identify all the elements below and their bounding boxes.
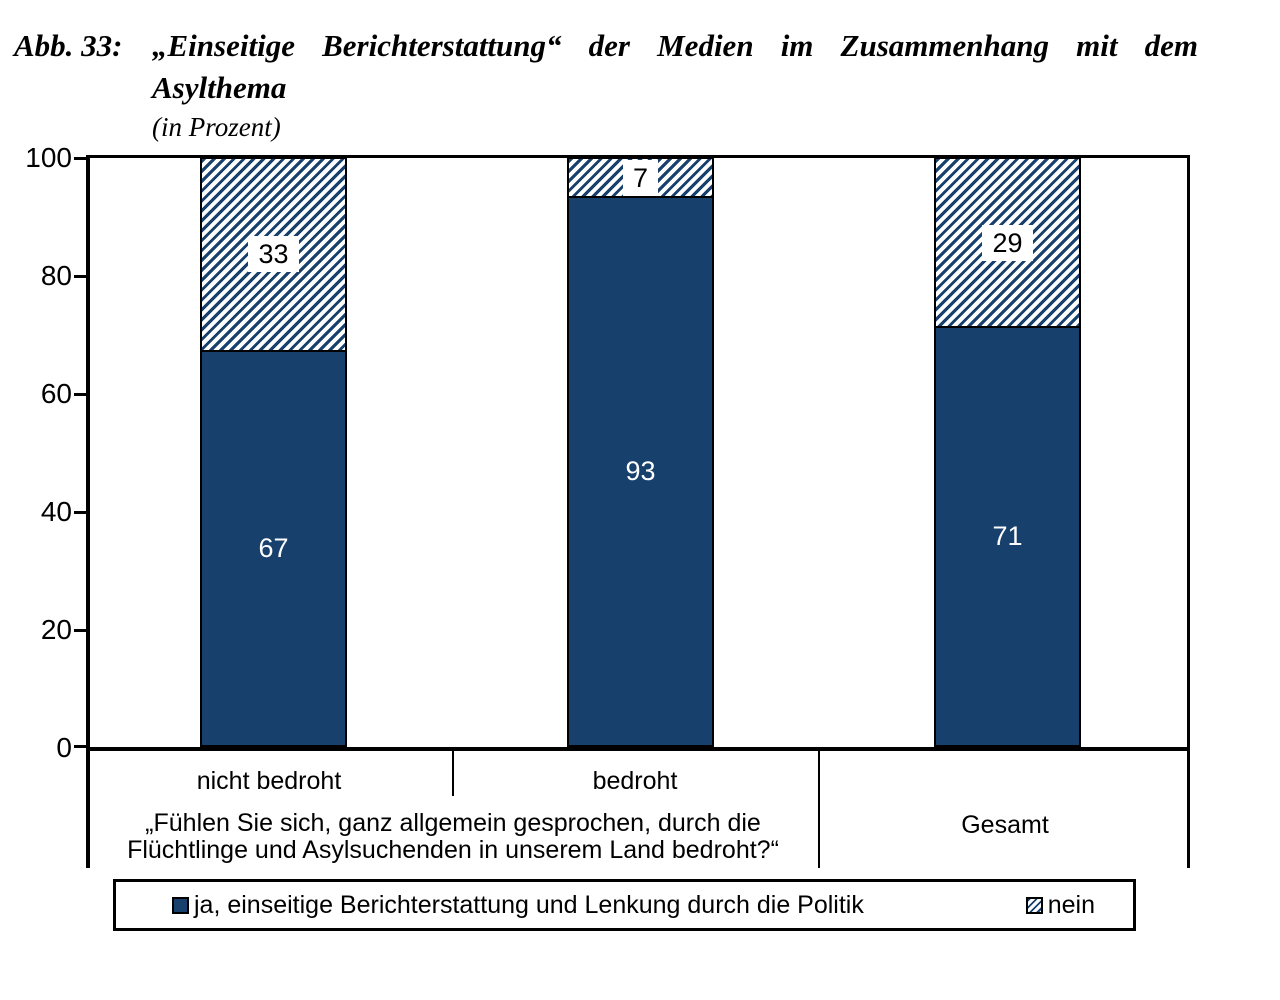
category-label-gesamt: Gesamt <box>961 811 1049 839</box>
value-label-ja-gesamt: 71 <box>992 521 1023 552</box>
legend-label-ja: ja, einseitige Berichterstattung und Len… <box>194 890 864 919</box>
y-tick-mark <box>74 275 86 278</box>
bar-gesamt: 29 71 <box>934 157 1081 747</box>
group-divider-line <box>818 751 820 868</box>
group-question-label: „Fühlen Sie sich, ganz allgemein gesproc… <box>86 810 820 864</box>
value-label-nein-gesamt: 29 <box>982 224 1033 261</box>
y-tick-mark <box>74 745 86 748</box>
figure-title-line2: Asylthema <box>152 70 287 105</box>
bar-nicht-bedroht: 33 67 <box>200 157 347 747</box>
y-tick-mark <box>74 393 86 396</box>
bar-segment-nein-gesamt: 29 <box>934 157 1081 329</box>
y-tick-label-100: 100 <box>25 142 72 173</box>
x-axis-label-area: nicht bedroht bedroht „Fühlen Sie sich, … <box>86 751 1190 868</box>
category-label-nicht-bedroht: nicht bedroht <box>196 767 342 795</box>
y-tick-mark <box>74 629 86 632</box>
legend-label-nein: nein <box>1047 890 1095 919</box>
category-label-bedroht: bedroht <box>592 767 678 795</box>
figure-title: „Einseitige Berichterstattung“ der Medie… <box>152 28 1198 144</box>
figure-subtitle: (in Prozent) <box>152 112 281 142</box>
figure-title-line1: „Einseitige Berichterstattung“ der Medie… <box>152 28 1198 63</box>
axis-boundary-right <box>1187 751 1190 868</box>
bar-segment-nein-nicht-bedroht: 33 <box>200 157 347 352</box>
y-tick-label-80: 80 <box>40 260 72 291</box>
legend-swatch-ja-solid-icon <box>172 896 189 914</box>
plot-area: 33 67 7 93 29 71 <box>86 155 1190 751</box>
value-label-nein-nicht-bedroht: 33 <box>248 236 299 273</box>
legend-item-nein: nein <box>1025 890 1095 920</box>
y-tick-label-40: 40 <box>40 496 72 527</box>
bar-segment-ja-nicht-bedroht: 67 <box>200 351 347 747</box>
legend-item-ja: ja, einseitige Berichterstattung und Len… <box>172 891 864 920</box>
y-tick-label-60: 60 <box>40 378 72 409</box>
legend-box: ja, einseitige Berichterstattung und Len… <box>113 879 1136 931</box>
legend-swatch-nein-hatched-icon <box>1025 896 1043 914</box>
figure-number-label: Abb. 33: <box>14 28 123 63</box>
value-label-ja-nicht-bedroht: 67 <box>258 532 289 563</box>
bar-bedroht: 7 93 <box>567 157 714 747</box>
value-label-ja-bedroht: 93 <box>625 456 656 487</box>
y-tick-mark <box>74 157 86 160</box>
bar-segment-ja-gesamt: 71 <box>934 328 1081 747</box>
bar-segment-ja-bedroht: 93 <box>567 198 714 747</box>
y-tick-label-0: 0 <box>56 732 72 763</box>
value-label-nein-bedroht: 7 <box>622 159 659 196</box>
group-question-line1: „Fühlen Sie sich, ganz allgemein gesproc… <box>145 809 761 837</box>
axis-boundary-left <box>86 751 90 868</box>
y-tick-mark <box>74 511 86 514</box>
category-divider-tick <box>452 751 454 796</box>
group-question-line2: Flüchtlinge und Asylsuchenden in unserem… <box>127 836 779 864</box>
y-tick-label-20: 20 <box>40 614 72 645</box>
bar-segment-nein-bedroht: 7 <box>567 157 714 199</box>
